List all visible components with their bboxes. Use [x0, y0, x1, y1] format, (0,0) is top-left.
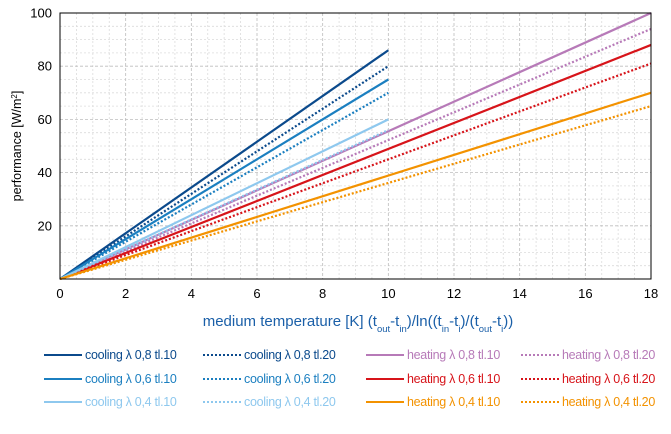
series-line — [59, 78, 389, 280]
legend-item: cooling λ 0,4 tl.10 — [44, 394, 177, 410]
x-tick-label: 10 — [381, 286, 395, 301]
legend-swatch — [521, 401, 559, 403]
series-line — [59, 118, 389, 280]
y-tick-label: 20 — [38, 218, 52, 233]
legend-item: heating λ 0,4 tl.10 — [366, 394, 500, 410]
legend-swatch — [521, 378, 559, 380]
x-axis-label-subscript: in — [442, 324, 449, 335]
x-tick-label: 2 — [122, 286, 129, 301]
series-line — [59, 91, 652, 281]
legend-swatch — [366, 378, 404, 380]
x-axis-label-subscript: out — [377, 324, 391, 335]
x-axis-label-part: -t — [390, 313, 400, 330]
y-axis-label: performance [W/m2] — [10, 91, 25, 202]
legend-label: heating λ 0,6 tl.10 — [407, 372, 500, 386]
legend-swatch — [366, 354, 404, 356]
y-tick-label: 100 — [30, 6, 52, 21]
legend-swatch — [44, 354, 82, 356]
x-tick-label: 12 — [447, 286, 461, 301]
x-axis-label-subscript: i — [458, 324, 460, 335]
major-grid — [60, 13, 651, 279]
legend-label: heating λ 0,8 tl.10 — [407, 348, 500, 362]
legend-label: cooling λ 0,8 tl.10 — [85, 348, 177, 362]
y-tick-labels: 20 40 60 80 100 — [30, 6, 52, 234]
legend-label: cooling λ 0,8 tl.20 — [244, 348, 336, 362]
legend-swatch — [203, 401, 241, 403]
y-axis-label-main: performance [W/m — [10, 99, 24, 202]
legend-item: heating λ 0,4 tl.20 — [521, 394, 655, 410]
x-tick-label: 4 — [188, 286, 195, 301]
legend-label: cooling λ 0,4 tl.10 — [85, 395, 177, 409]
series-line — [59, 43, 652, 281]
x-axis-label-subscript: in — [399, 324, 406, 335]
x-axis-label-part: medium temperature [K] (t — [203, 313, 378, 330]
y-axis-label-sup: 2 — [10, 94, 19, 99]
series-lines — [59, 11, 652, 281]
x-axis-label-part: )/ln((t — [407, 313, 443, 330]
legend-swatch — [366, 401, 404, 403]
series-line — [59, 91, 389, 280]
x-axis-label-part: )) — [503, 313, 513, 330]
legend-label: heating λ 0,8 tl.20 — [562, 348, 655, 362]
legend-item: cooling λ 0,6 tl.20 — [203, 371, 336, 387]
x-tick-label: 14 — [512, 286, 526, 301]
x-tick-label: 16 — [578, 286, 592, 301]
series-line — [59, 62, 652, 281]
legend-item: cooling λ 0,4 tl.20 — [203, 394, 336, 410]
x-axis-label-part: -t — [492, 313, 502, 330]
legend-item: cooling λ 0,8 tl.20 — [203, 347, 336, 363]
x-tick-label: 6 — [253, 286, 260, 301]
x-axis-label-subscript: out — [479, 324, 493, 335]
legend-item: cooling λ 0,8 tl.10 — [44, 347, 177, 363]
series-line — [59, 105, 652, 281]
x-axis-label: medium temperature [K] (tout-tin)/ln((ti… — [203, 313, 514, 335]
legend-label: cooling λ 0,6 tl.20 — [244, 372, 336, 386]
legend-label: heating λ 0,6 tl.20 — [562, 372, 655, 386]
legend-item: heating λ 0,8 tl.20 — [521, 347, 655, 363]
legend-label: heating λ 0,4 tl.20 — [562, 395, 655, 409]
legend-swatch — [44, 378, 82, 380]
x-tick-label: 8 — [319, 286, 326, 301]
y-tick-label: 80 — [38, 59, 52, 74]
x-axis-label-part: )/(t — [460, 313, 479, 330]
series-line — [59, 65, 389, 280]
series-line — [59, 49, 389, 280]
legend-item: heating λ 0,6 tl.10 — [366, 371, 500, 387]
legend-item: heating λ 0,6 tl.20 — [521, 371, 655, 387]
y-axis-label-end: ] — [10, 91, 24, 94]
x-tick-label: 18 — [644, 286, 658, 301]
legend-label: cooling λ 0,4 tl.20 — [244, 395, 336, 409]
legend-item: heating λ 0,8 tl.10 — [366, 347, 500, 363]
x-tick-labels: 0 2 4 6 8 10 12 14 16 18 — [56, 286, 658, 301]
x-axis-label-subscript: i — [501, 324, 503, 335]
x-axis-label-part: -t — [449, 313, 459, 330]
legend-label: heating λ 0,4 tl.10 — [407, 395, 500, 409]
series-line — [59, 129, 389, 281]
legend-label: cooling λ 0,6 tl.10 — [85, 372, 177, 386]
legend-item: cooling λ 0,6 tl.10 — [44, 371, 177, 387]
y-tick-label: 60 — [38, 112, 52, 127]
legend-swatch — [203, 378, 241, 380]
legend-swatch — [203, 354, 241, 356]
plot-frame — [59, 12, 652, 280]
x-tick-label: 0 — [56, 286, 63, 301]
minor-grid — [60, 13, 651, 279]
legend-swatch — [44, 401, 82, 403]
legend-swatch — [521, 354, 559, 356]
series-line — [59, 27, 652, 281]
y-tick-label: 40 — [38, 165, 52, 180]
